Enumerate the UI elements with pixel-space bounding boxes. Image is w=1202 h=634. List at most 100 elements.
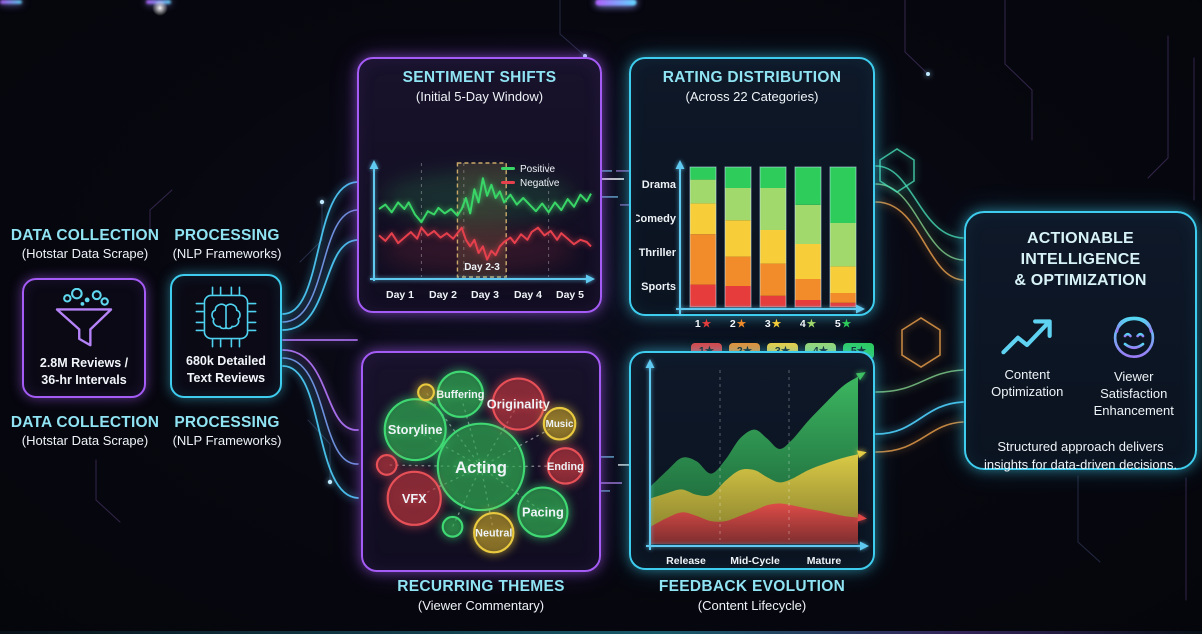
theme-bubble-vfx: VFX: [386, 470, 442, 526]
sentiment-subtitle: (Initial 5-Day Window): [415, 89, 544, 104]
sentiment-title: SENTIMENT SHIFTS: [402, 69, 557, 86]
rating-panel: RATING DISTRIBUTION (Across 22 Categorie…: [629, 57, 875, 359]
actionable-panel: ACTIONABLE INTELLIGENCE & OPTIMIZATION C…: [964, 211, 1197, 472]
theme-bubble-ending: Ending: [546, 447, 585, 485]
svg-text:VFX: VFX: [402, 491, 427, 506]
rating-bar-segment: [795, 300, 821, 307]
theme-bubble-pacing: Pacing: [517, 486, 569, 538]
rating-subtitle: (Across 22 Categories): [685, 89, 819, 104]
content-optimization-label: Content Optimization: [991, 367, 1064, 400]
sentiment-line-positive: [378, 177, 592, 224]
left-edge-beam: [0, 0, 22, 4]
rating-bar-segment: [760, 295, 786, 307]
cat-label-sports: Sports: [641, 281, 676, 293]
rating-bar-outline: [724, 166, 752, 308]
rating-bar-segment: [760, 230, 786, 264]
svg-text:Buffering: Buffering: [436, 389, 484, 401]
feedback-panel: Release Mid-Cycle Mature: [629, 351, 875, 570]
bottom-edge-glow: [0, 631, 1202, 634]
cat-label-comedy: Comedy: [636, 213, 677, 225]
feedback-title: FEEDBACK EVOLUTION: [658, 578, 846, 595]
processing-title-bottom: PROCESSING: [174, 414, 280, 431]
x-tick-day3: Day 3: [471, 289, 499, 301]
rating-bar-segment: [690, 167, 716, 180]
rating-bar-segment: [830, 223, 856, 267]
viewer-satisfaction-item: Viewer Satisfaction Enhancement: [1082, 311, 1186, 420]
rating-bar-segment: [760, 188, 786, 230]
svg-text:Music: Music: [546, 419, 574, 430]
feedback-arrow-negative: [857, 513, 867, 522]
rating-chart: Drama Comedy Thriller Sports 1★ 2★ 3★ 4★ 5★: [636, 160, 865, 330]
rating-bar-segment: [725, 286, 751, 307]
svg-text:Ending: Ending: [547, 461, 584, 473]
theme-bubble-buffering: Buffering: [436, 370, 484, 418]
rating-bar-segment: [725, 188, 751, 221]
data-collection-subtitle-top: (Hotstar Data Scrape): [21, 246, 149, 261]
rating-bar-segment: [830, 167, 856, 223]
rating-bar-outline: [829, 166, 857, 308]
legend-swatch-negative: [501, 181, 515, 184]
rating-bar-outline: [759, 166, 787, 308]
bubble-connectors: [386, 391, 567, 534]
rating-tick-4-star: 4★: [800, 318, 817, 330]
data-collection-box: 2.8M Reviews / 36-hr Intervals: [22, 278, 146, 398]
svg-text:Storyline: Storyline: [388, 422, 443, 437]
processing-subtitle-bottom: (NLP Frameworks): [172, 433, 282, 448]
rating-bar-segment: [795, 279, 821, 300]
rating-tick-2-star: 2★: [730, 318, 747, 330]
svg-text:Acting: Acting: [455, 458, 507, 477]
funnel-icon: [55, 288, 113, 347]
rating-title: RATING DISTRIBUTION: [662, 69, 842, 86]
chip-brain-icon: [195, 286, 257, 348]
processing-box-label: 680k Detailed Text Reviews: [186, 354, 266, 385]
x-tick-day1: Day 1: [386, 289, 414, 301]
theme-bubble-small: [441, 515, 464, 538]
rating-bar-segment: [690, 284, 716, 307]
fb-tick-mature: Mature: [807, 555, 842, 567]
rating-bar-segment: [760, 167, 786, 188]
processing-box: 680k Detailed Text Reviews: [170, 274, 282, 398]
rating-bar-segment: [725, 220, 751, 257]
fb-tick-release: Release: [666, 555, 706, 567]
theme-bubble-small: [375, 454, 398, 476]
rating-bar-segment: [830, 266, 856, 293]
processing-subtitle-top: (NLP Frameworks): [172, 246, 282, 261]
feedback-arrow-neutral: [857, 450, 867, 459]
theme-bubble-acting: Acting: [436, 422, 526, 512]
rating-tick-3-star: 3★: [765, 318, 782, 330]
rating-bar-segment: [690, 234, 716, 285]
rating-bar-segment: [795, 244, 821, 279]
beam-glow-dot: [152, 0, 168, 16]
data-collection-subtitle-bottom: (Hotstar Data Scrape): [21, 433, 149, 448]
cat-label-thriller: Thriller: [639, 247, 677, 259]
theme-bubble-small: [417, 383, 435, 402]
theme-bubble-storyline: Storyline: [383, 398, 447, 462]
x-tick-day5: Day 5: [556, 289, 584, 301]
themes-panel: Acting Storyline Buffering Originality Music…: [361, 351, 601, 572]
rating-bar-segment: [760, 263, 786, 296]
rating-bar-outline: [689, 166, 717, 308]
actionable-title: ACTIONABLE INTELLIGENCE & OPTIMIZATION: [1014, 230, 1147, 289]
themes-caption: RECURRING THEMES (Viewer Commentary): [361, 578, 601, 613]
data-collection-title-top: DATA COLLECTION: [10, 227, 160, 244]
rating-tick-5-star: 5★: [835, 318, 852, 330]
svg-text:Originality: Originality: [487, 397, 551, 412]
theme-bubble-music: Music: [542, 406, 577, 441]
rating-bar-segment: [690, 203, 716, 235]
rating-bar-segment: [725, 167, 751, 188]
themes-title: RECURRING THEMES: [397, 578, 565, 595]
feedback-subtitle: (Content Lifecycle): [697, 598, 807, 613]
fb-tick-midcycle: Mid-Cycle: [730, 555, 780, 567]
actionable-items: Content Optimization: [966, 311, 1195, 420]
processing-title-top: PROCESSING: [174, 227, 280, 244]
rating-bar-segment: [830, 293, 856, 303]
rating-bar-segment: [690, 179, 716, 204]
svg-text:Pacing: Pacing: [522, 505, 564, 520]
viewer-satisfaction-label: Viewer Satisfaction Enhancement: [1093, 369, 1174, 419]
feedback-chart: Release Mid-Cycle Mature: [645, 359, 869, 567]
legend-label-negative: Negative: [520, 178, 560, 189]
cat-label-drama: Drama: [642, 179, 677, 191]
actionable-note: Structured approach delivers insights fo…: [984, 439, 1177, 472]
content-optimization-item: Content Optimization: [975, 311, 1079, 420]
